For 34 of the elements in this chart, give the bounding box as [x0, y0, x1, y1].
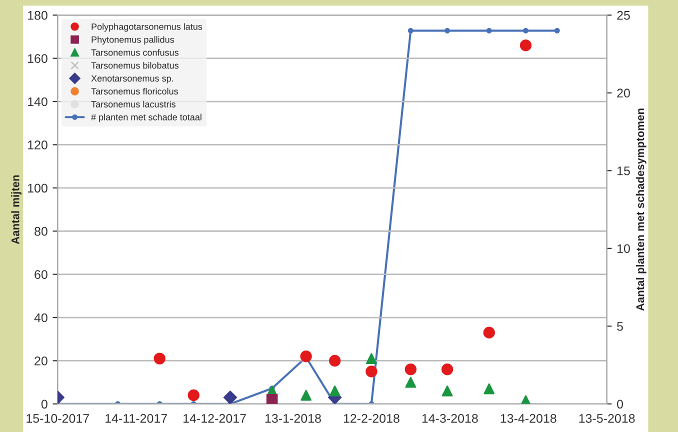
y2-tick-label: 25 — [617, 10, 630, 20]
x-tick-label: 14-12-2017 — [184, 414, 246, 423]
x-tick-label: 13-4-2018 — [500, 414, 556, 423]
legend-label: Tarsonemus lacustris — [91, 100, 176, 108]
x-tick-label: 12-2-2018 — [344, 414, 400, 423]
legend-label: Tarsonemus floricolus — [91, 88, 178, 95]
legend-label: Phytonemus pallidus — [92, 36, 174, 45]
y-tick-label: 160 — [28, 54, 48, 63]
legend-label: Xenotarsonemus sp. — [91, 75, 174, 84]
y-axis-title: Aantal mijten — [11, 175, 22, 244]
y-tick-label: 180 — [28, 10, 48, 20]
y-tick-label: 80 — [34, 226, 48, 236]
y-tick-label: 0 — [41, 400, 48, 409]
y-tick-label: 140 — [28, 97, 48, 106]
y2-tick-label: 10 — [617, 244, 630, 254]
y2-axis-title: Aantal planten met schadesymptomen — [636, 108, 646, 311]
x-tick-label: 14-11-2017 — [106, 414, 167, 423]
y2-tick-label: 20 — [617, 88, 630, 98]
x-tick-label: 15-10-2017 — [26, 414, 89, 423]
y2-tick-label: 0 — [617, 400, 623, 409]
y-tick-label: 100 — [28, 184, 48, 193]
legend-label: Tarsonemus bilobatus — [91, 62, 179, 69]
y2-tick-label: 15 — [617, 166, 630, 176]
legend-label: Polyphagotarsonemus latus — [92, 23, 202, 32]
legend-label: Tarsonemus confusus — [91, 49, 179, 56]
x-tick-label: 13-1-2018 — [265, 414, 321, 423]
x-tick-label: 14-3-2018 — [422, 414, 478, 423]
y2-tick-label: 5 — [617, 322, 623, 331]
y-tick-label: 20 — [34, 356, 48, 366]
y-tick-label: 60 — [34, 270, 48, 279]
legend-label: # planten met schade totaal — [91, 114, 202, 122]
y-tick-label: 120 — [28, 140, 48, 150]
y-tick-label: 40 — [34, 313, 48, 322]
x-tick-label: 13-5-2018 — [579, 414, 635, 423]
